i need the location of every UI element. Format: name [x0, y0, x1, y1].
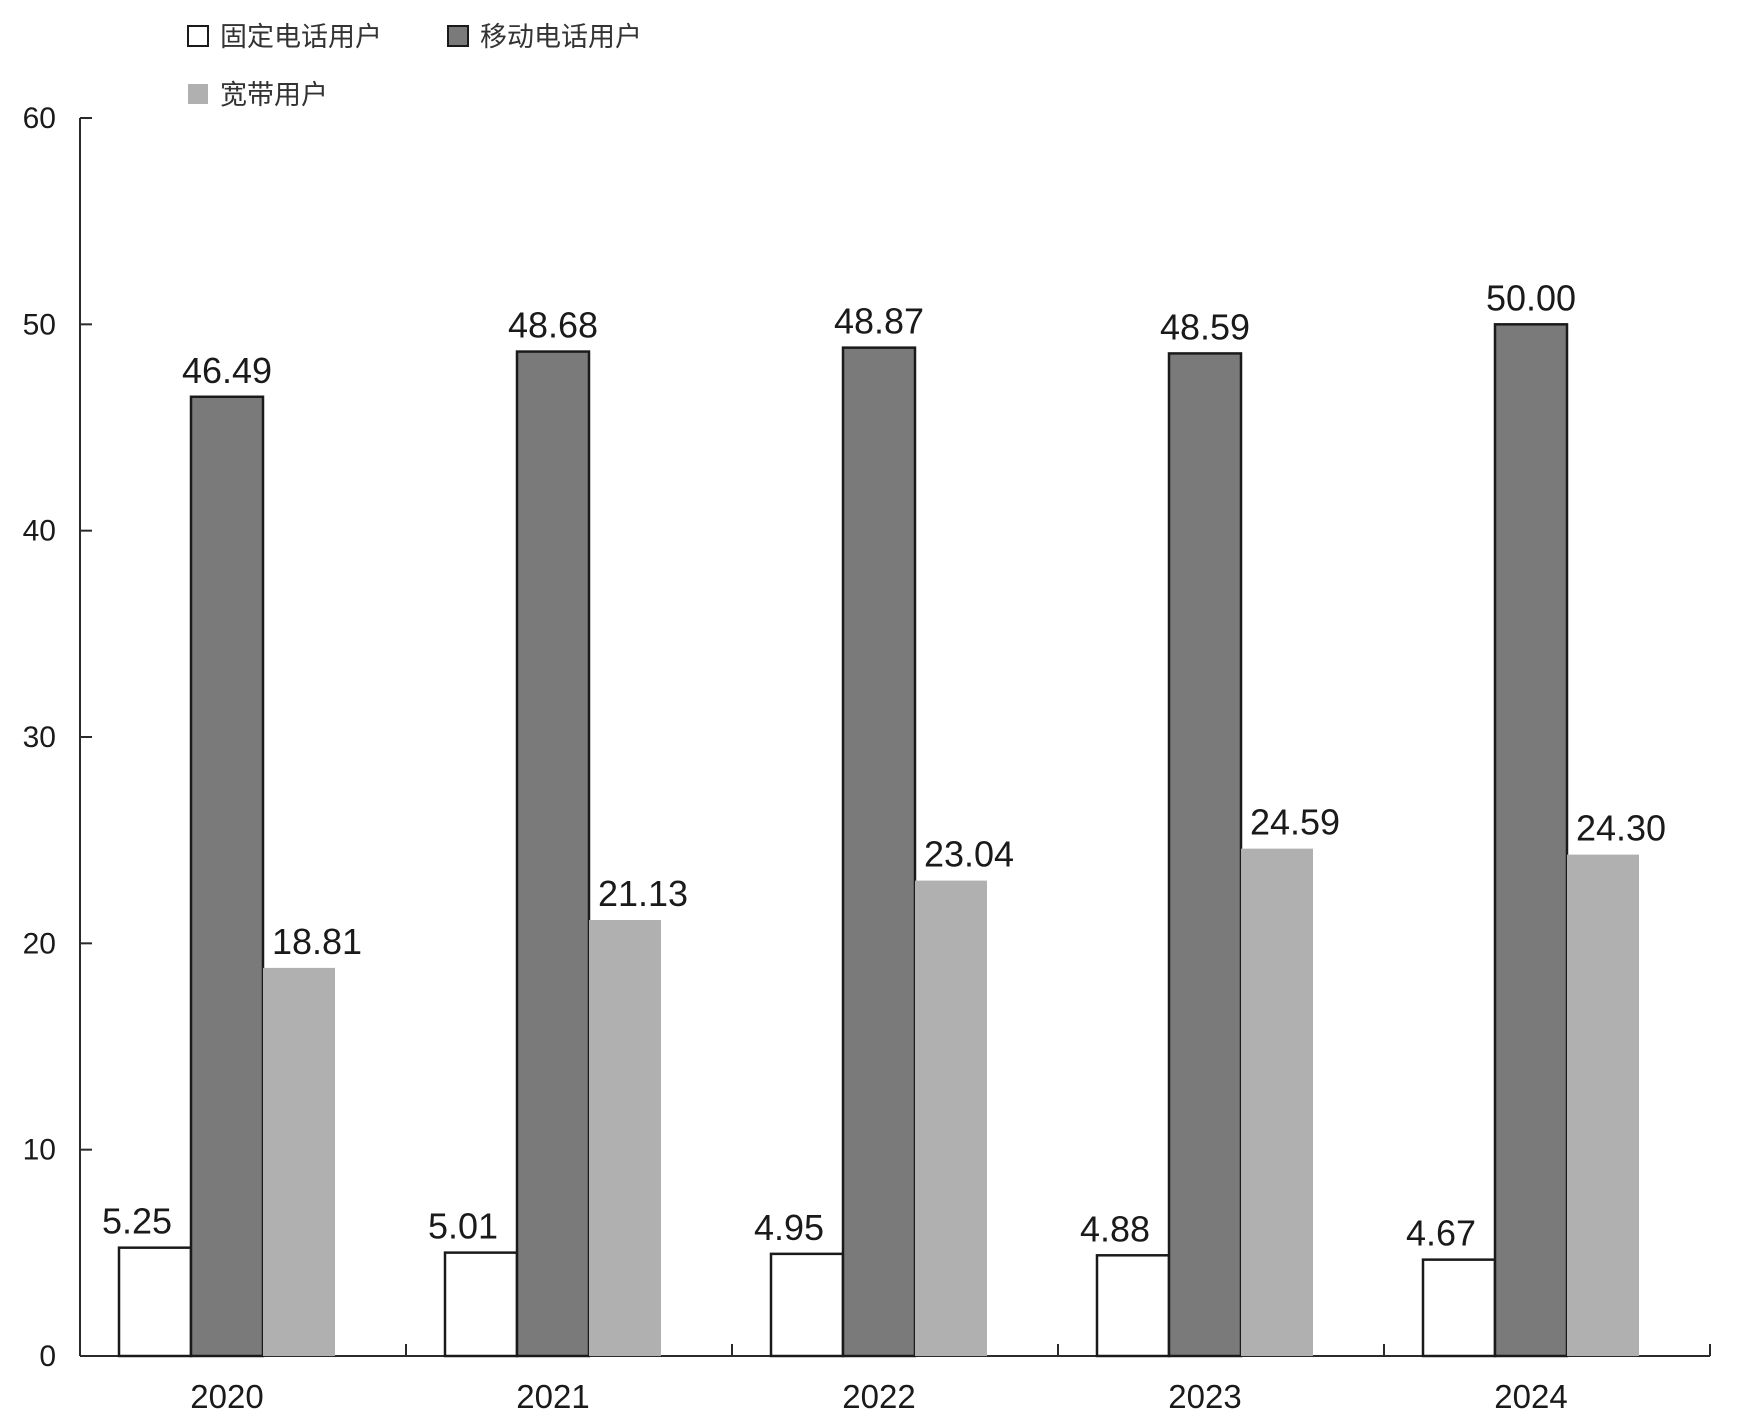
bar [117, 1246, 193, 1358]
legend-label: 移动电话用户 [480, 22, 642, 53]
bar [841, 346, 917, 1358]
data-label: 50.00 [1486, 277, 1576, 318]
data-label: 24.30 [1576, 808, 1666, 849]
data-label: 48.68 [508, 305, 598, 346]
data-label: 48.59 [1160, 306, 1250, 347]
data-label: 5.01 [428, 1206, 498, 1247]
legend-label: 固定电话用户 [220, 22, 382, 53]
legend-swatch [447, 25, 469, 47]
data-label: 48.87 [834, 301, 924, 342]
bar [1567, 854, 1639, 1356]
x-tick-label: 2022 [842, 1378, 915, 1415]
y-tick-label: 10 [23, 1134, 56, 1167]
y-tick-label: 50 [23, 308, 56, 341]
data-label: 18.81 [272, 921, 362, 962]
data-label: 21.13 [598, 873, 688, 914]
axes: 0 10 20 30 40 50 60 2020 2021 2022 2023 2024 [23, 102, 1711, 1415]
bar [915, 880, 987, 1356]
data-labels: 5.25 5.01 4.95 4.88 4.67 46.49 48.68 48.87 48.59… [102, 277, 1666, 1253]
data-label: 4.67 [1406, 1213, 1476, 1254]
bar [263, 967, 335, 1356]
y-tick-label: 30 [23, 721, 56, 754]
data-label: 4.95 [754, 1207, 824, 1248]
data-label: 46.49 [182, 350, 272, 391]
data-label: 24.59 [1250, 802, 1340, 843]
bar [1167, 352, 1243, 1358]
bar [589, 920, 661, 1356]
legend-label: 宽带用户 [220, 80, 328, 111]
legend-swatch [187, 25, 209, 47]
x-tick-label: 2020 [190, 1378, 263, 1415]
x-tick-label: 2024 [1494, 1378, 1567, 1415]
x-tick-label: 2023 [1168, 1378, 1241, 1415]
bar [769, 1252, 845, 1358]
bar [443, 1251, 519, 1358]
bar [1095, 1254, 1171, 1358]
y-tick-label: 20 [23, 927, 56, 960]
legend-swatch [188, 84, 208, 104]
bar [1421, 1258, 1497, 1358]
y-tick-label: 0 [39, 1340, 56, 1373]
x-tick-label: 2021 [516, 1378, 589, 1415]
y-tick-label: 40 [23, 515, 56, 548]
data-label: 5.25 [102, 1201, 172, 1242]
data-label: 4.88 [1080, 1208, 1150, 1249]
data-label: 23.04 [924, 834, 1014, 875]
bars [117, 323, 1639, 1358]
bar [1493, 323, 1569, 1358]
bar [515, 350, 591, 1358]
bar [1241, 848, 1313, 1356]
bar [189, 395, 265, 1358]
y-tick-label: 60 [23, 102, 56, 135]
